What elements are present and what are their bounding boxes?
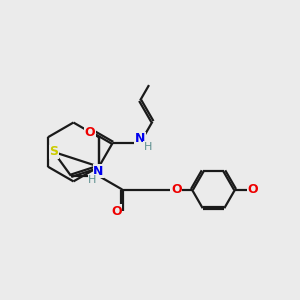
Text: O: O: [171, 183, 181, 196]
Text: S: S: [49, 146, 58, 158]
Text: H: H: [144, 142, 152, 152]
Text: O: O: [111, 205, 122, 218]
Text: H: H: [88, 175, 97, 185]
Text: N: N: [93, 165, 103, 178]
Text: O: O: [248, 183, 258, 196]
Text: O: O: [85, 126, 95, 139]
Text: N: N: [135, 133, 146, 146]
